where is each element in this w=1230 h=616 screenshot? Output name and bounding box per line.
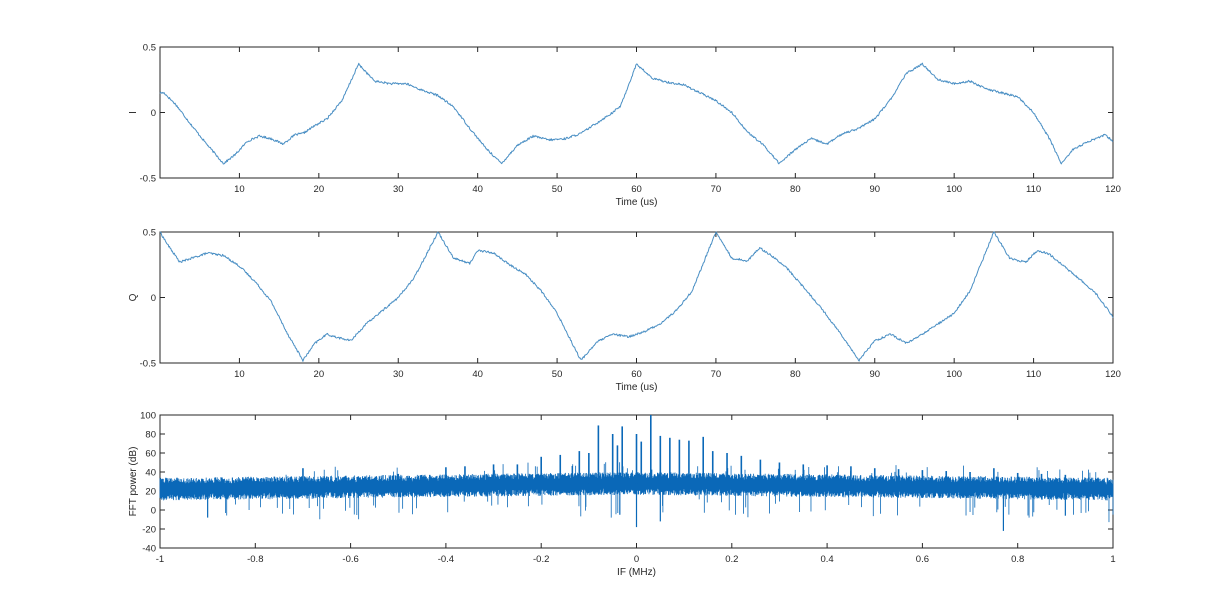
- q-x-tick-label: 120: [1105, 369, 1121, 380]
- i-plot: 10 20 30 40 50 60 70 80 90 100 110 120 -0.5 0 0.5 Time …: [128, 43, 1121, 209]
- q-x-tick-label: 50: [552, 369, 563, 380]
- fft-y-tick-label: 0: [151, 506, 156, 517]
- fft-y-axis-label: FFT power (dB): [128, 447, 139, 517]
- fft-y-tick-label: 100: [140, 411, 156, 422]
- fft-x-tick-label: -0.4: [438, 554, 454, 565]
- fft-y-tick-label: -40: [142, 544, 156, 555]
- fft-plot: -1 -0.8 -0.6 -0.4 -0.2 0 0.2 0.4 0.6 0.8 1 -40 -20 0 2…: [128, 411, 1116, 579]
- fft-y-tick-label: 80: [145, 430, 156, 441]
- fft-y-tick-label: -20: [142, 525, 156, 536]
- i-x-tick-label: 110: [1026, 184, 1041, 195]
- i-x-tick-label: 100: [946, 184, 962, 195]
- q-x-tick-label: 80: [790, 369, 801, 380]
- q-y-tick-label: -0.5: [140, 359, 156, 370]
- fft-x-tick-label: 0.2: [725, 554, 738, 565]
- q-x-tick-label: 110: [1026, 369, 1041, 380]
- fft-x-tick-label: -0.8: [247, 554, 263, 565]
- q-x-tick-label: 30: [393, 369, 404, 380]
- q-x-tick-label: 20: [314, 369, 325, 380]
- q-y-axis-label: Q: [128, 293, 139, 301]
- q-y-tick-label: 0.5: [143, 228, 156, 239]
- i-x-tick-label: 40: [472, 184, 483, 195]
- fft-x-tick-label: -0.6: [342, 554, 358, 565]
- i-signal-line: [159, 62, 1114, 165]
- i-x-tick-label: 30: [393, 184, 404, 195]
- i-x-tick-label: 50: [552, 184, 563, 195]
- fft-x-tick-label: 1: [1110, 554, 1115, 565]
- q-x-tick-label: 60: [631, 369, 642, 380]
- q-x-tick-label: 90: [869, 369, 880, 380]
- i-y-axis-label: I: [128, 111, 139, 114]
- q-x-axis-label: Time (us): [616, 382, 658, 393]
- i-y-tick-label: 0.5: [143, 43, 156, 54]
- fft-x-tick-label: -1: [156, 554, 164, 565]
- q-x-tick-label: 70: [711, 369, 722, 380]
- fft-x-tick-label: 0.8: [1011, 554, 1024, 565]
- q-axes-frame: [159, 231, 1114, 364]
- i-x-tick-label: 20: [314, 184, 325, 195]
- q-x-tick-label: 40: [472, 369, 483, 380]
- i-x-tick-label: 120: [1105, 184, 1121, 195]
- i-x-tick-label: 60: [631, 184, 642, 195]
- i-x-tick-label: 80: [790, 184, 801, 195]
- fft-y-tick-label: 60: [145, 449, 156, 460]
- q-x-tick-label: 10: [234, 369, 245, 380]
- fft-y-tick-label: 40: [145, 468, 156, 479]
- fft-x-tick-label: 0.4: [820, 554, 833, 565]
- i-y-tick-label: -0.5: [140, 174, 156, 185]
- i-x-tick-label: 70: [711, 184, 722, 195]
- q-signal-line: [159, 231, 1114, 362]
- fft-x-tick-label: -0.2: [533, 554, 549, 565]
- i-axes-frame: [159, 46, 1114, 179]
- fft-x-axis-label: IF (MHz): [617, 567, 656, 578]
- i-x-axis-label: Time (us): [616, 197, 658, 208]
- fft-x-tick-label: 0: [634, 554, 639, 565]
- q-y-tick-label: 0: [151, 293, 156, 304]
- fft-x-tick-label: 0.6: [916, 554, 929, 565]
- i-x-tick-label: 90: [869, 184, 880, 195]
- fft-spectrum-trace: [159, 462, 1114, 523]
- i-x-tick-label: 10: [234, 184, 245, 195]
- i-y-tick-label: 0: [151, 108, 156, 119]
- q-x-tick-label: 100: [946, 369, 962, 380]
- q-plot: 10 20 30 40 50 60 70 80 90 100 110 120 -0.5 0 0.5 Time …: [128, 228, 1121, 394]
- fft-y-tick-label: 20: [145, 487, 156, 498]
